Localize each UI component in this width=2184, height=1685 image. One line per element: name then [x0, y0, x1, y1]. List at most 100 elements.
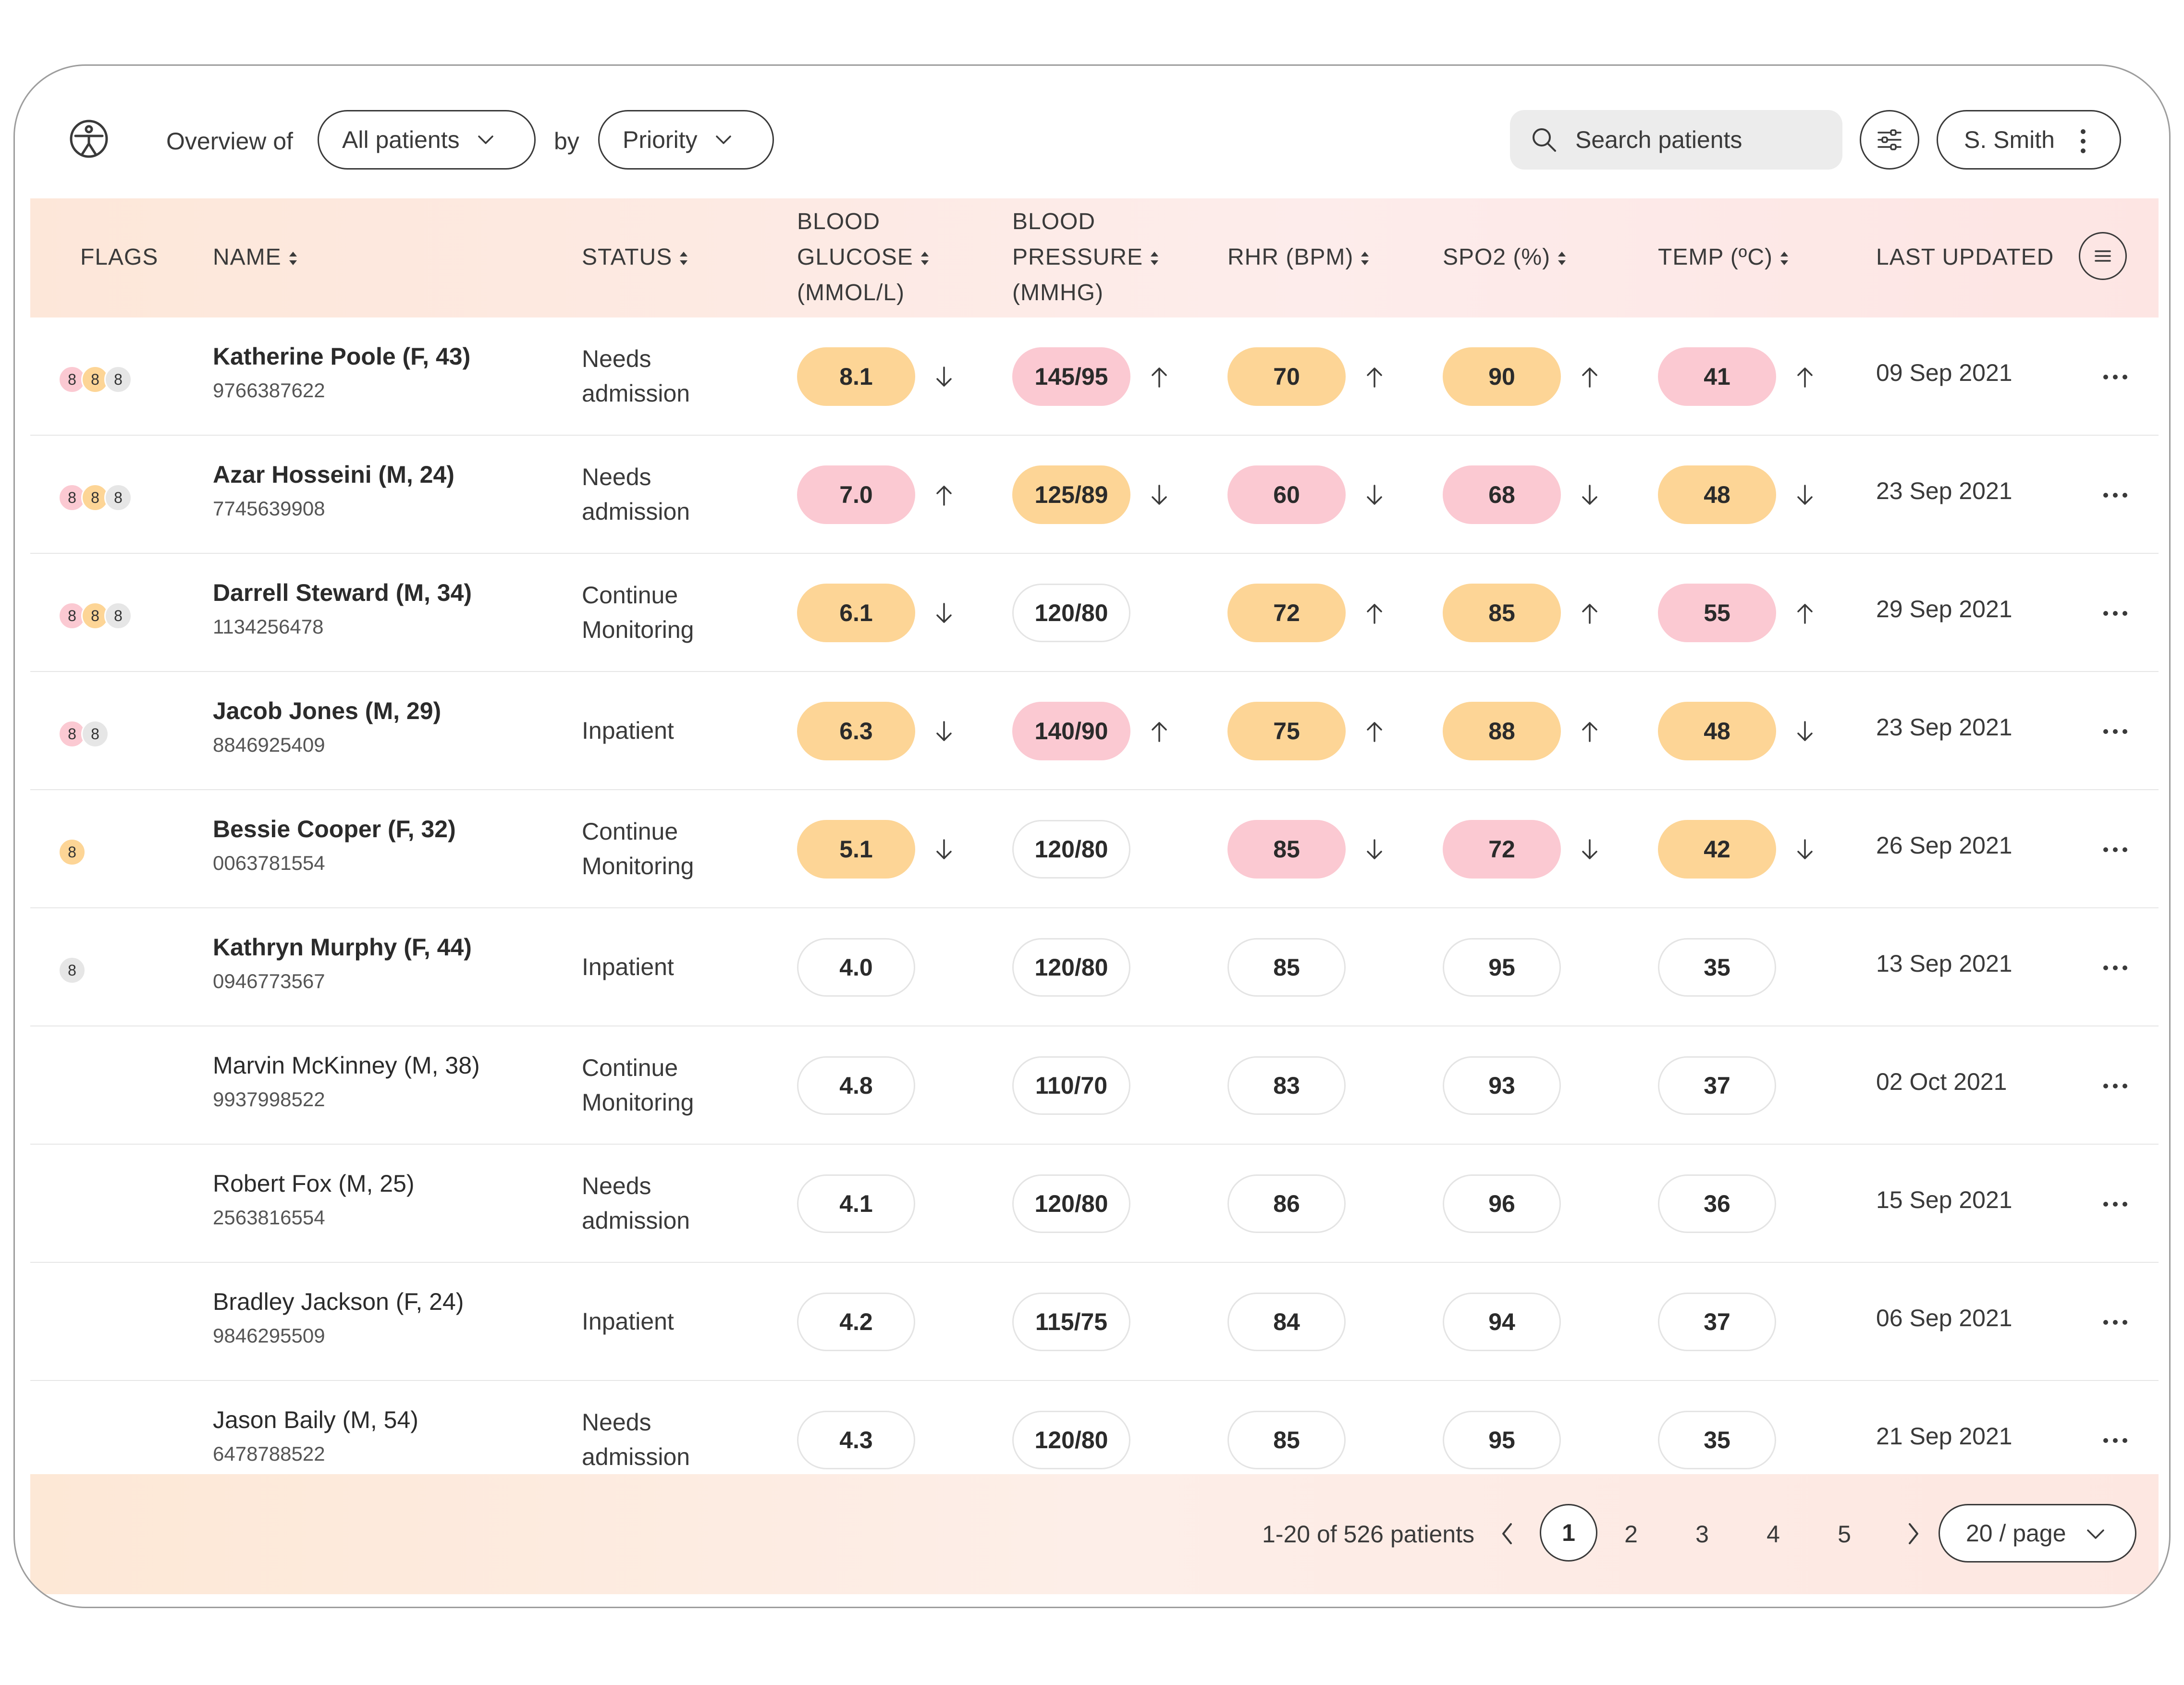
column-header-status[interactable]: STATUS: [582, 240, 689, 275]
status-cell: Needs admission: [582, 1169, 736, 1238]
more-options-icon[interactable]: [2103, 729, 2128, 734]
blood-pressure-value: 120/80: [1012, 1174, 1130, 1233]
flag-badge: 8: [58, 838, 86, 866]
status-text: Needs: [582, 464, 651, 490]
patient-name[interactable]: Jacob Jones (M, 29): [213, 697, 442, 724]
last-updated: 26 Sep 2021: [1876, 832, 2012, 859]
glucose-value: 6.3: [797, 702, 915, 760]
page-button[interactable]: 4: [1767, 1521, 1780, 1548]
table-row[interactable]: 8 Kathryn Murphy (F, 44) 0946773567 Inpatie…: [30, 908, 2159, 1026]
patient-name[interactable]: Bradley Jackson (F, 24): [213, 1288, 464, 1315]
patients-filter-dropdown[interactable]: All patients: [318, 110, 536, 170]
patient-id: 9766387622: [213, 379, 325, 402]
glucose-value: 4.8: [797, 1056, 915, 1115]
sliders-icon: [1877, 129, 1902, 150]
patient-id: 6478788522: [213, 1442, 325, 1465]
trend-down-icon: [1152, 485, 1167, 505]
table-row[interactable]: Bradley Jackson (F, 24) 9846295509 Inpatie…: [30, 1263, 2159, 1381]
patient-name[interactable]: Jason Baily (M, 54): [213, 1406, 418, 1433]
patients-filter-value: All patients: [342, 126, 460, 153]
temp-value: 37: [1658, 1293, 1776, 1351]
patient-name[interactable]: Azar Hosseini (M, 24): [213, 461, 454, 488]
search-placeholder: Search patients: [1575, 126, 1742, 153]
glucose-value: 4.2: [797, 1293, 915, 1351]
app-logo-icon[interactable]: [69, 119, 109, 159]
column-header-spo2[interactable]: SPO2 (%): [1443, 240, 1568, 275]
kebab-menu-icon: [2081, 129, 2086, 153]
chevron-right-icon[interactable]: [1904, 1520, 1923, 1547]
glucose-value: 4.3: [797, 1411, 915, 1469]
page-size-dropdown[interactable]: 20 / page: [1939, 1504, 2136, 1563]
rhr-value: 84: [1227, 1293, 1346, 1351]
column-settings-button[interactable]: [2079, 232, 2127, 280]
sort-icon: [1780, 252, 1788, 266]
more-options-icon[interactable]: [2103, 847, 2128, 853]
more-options-icon[interactable]: [2103, 1201, 2128, 1207]
column-header-rhr[interactable]: RHR (BPM): [1227, 240, 1371, 275]
patient-name[interactable]: Marvin McKinney (M, 38): [213, 1052, 480, 1079]
status-cell: Continue Monitoring: [582, 814, 736, 883]
patient-name[interactable]: Bessie Cooper (F, 32): [213, 816, 456, 842]
status-text: Monitoring: [582, 1089, 694, 1116]
patient-name[interactable]: Robert Fox (M, 25): [213, 1170, 415, 1197]
more-options-icon[interactable]: [2103, 965, 2128, 971]
column-header-flags: FLAGS: [80, 240, 158, 275]
column-header-label: BLOOD: [797, 209, 881, 234]
more-options-icon[interactable]: [2103, 374, 2128, 380]
table-row[interactable]: 8 8 8 Katherine Poole (F, 43) 9766387622 Need…: [30, 317, 2159, 436]
more-options-icon[interactable]: [2103, 611, 2128, 616]
blood-pressure-value: 120/80: [1012, 938, 1130, 997]
column-header-blood-pressure[interactable]: BLOOD PRESSURE (MMHG): [1012, 204, 1160, 311]
search-input[interactable]: Search patients: [1510, 110, 1842, 170]
top-bar: Overview of All patients by Priority Sea…: [15, 66, 2169, 200]
rhr-value: 75: [1227, 702, 1346, 760]
page-button[interactable]: 3: [1695, 1521, 1709, 1548]
table-row[interactable]: Jason Baily (M, 54) 6478788522 Needs admiss…: [30, 1381, 2159, 1499]
page-button[interactable]: 2: [1624, 1521, 1638, 1548]
temp-value: 37: [1658, 1056, 1776, 1115]
patient-id: 2563816554: [213, 1206, 325, 1229]
patient-name[interactable]: Darrell Steward (M, 34): [213, 579, 472, 606]
table-row[interactable]: Marvin McKinney (M, 38) 9937998522 Continu…: [30, 1026, 2159, 1145]
page-button[interactable]: 5: [1838, 1521, 1851, 1548]
patient-id: 9937998522: [213, 1088, 325, 1111]
more-options-icon[interactable]: [2103, 1083, 2128, 1089]
table-row[interactable]: Robert Fox (M, 25) 2563816554 Needs admissi…: [30, 1145, 2159, 1263]
patient-name[interactable]: Kathryn Murphy (F, 44): [213, 934, 472, 961]
column-header-temp[interactable]: TEMP (ºC): [1658, 240, 1790, 275]
more-options-icon[interactable]: [2103, 1438, 2128, 1443]
temp-value: 42: [1658, 820, 1776, 879]
column-header-glucose[interactable]: BLOOD GLUCOSE (MMOL/L): [797, 204, 931, 311]
chevron-left-icon[interactable]: [1497, 1520, 1517, 1547]
status-text: Continue: [582, 1054, 678, 1081]
last-updated: 15 Sep 2021: [1876, 1186, 2012, 1213]
sort-by-dropdown[interactable]: Priority: [598, 110, 774, 170]
status-text: Monitoring: [582, 616, 694, 643]
status-text: admission: [582, 1443, 690, 1470]
table-row[interactable]: 8 8 8 Azar Hosseini (M, 24) 7745639908 Needs a…: [30, 436, 2159, 554]
status-text: admission: [582, 380, 690, 407]
trend-down-icon: [936, 839, 952, 859]
last-updated: 23 Sep 2021: [1876, 714, 2012, 741]
status-cell: Inpatient: [582, 713, 736, 748]
table-row[interactable]: 8 8 Jacob Jones (M, 29) 8846925409 Inpatient…: [30, 672, 2159, 790]
more-options-icon[interactable]: [2103, 1319, 2128, 1325]
status-text: Monitoring: [582, 853, 694, 879]
user-menu-button[interactable]: S. Smith: [1937, 110, 2121, 170]
table-row[interactable]: 8 8 8 Darrell Steward (M, 34) 1134256478 Cont…: [30, 554, 2159, 672]
sort-icon: [920, 252, 929, 266]
hamburger-icon: [2095, 250, 2111, 262]
blood-pressure-value: 120/80: [1012, 584, 1130, 642]
glucose-value: 7.0: [797, 465, 915, 524]
more-options-icon[interactable]: [2103, 492, 2128, 498]
rhr-value: 85: [1227, 1411, 1346, 1469]
column-header-label: RHR (BPM): [1227, 244, 1354, 270]
page-button-current[interactable]: 1: [1540, 1504, 1597, 1562]
table-row[interactable]: 8 Bessie Cooper (F, 32) 0063781554 Continue…: [30, 790, 2159, 908]
column-header-name[interactable]: NAME: [213, 240, 299, 275]
trend-up-icon: [1582, 604, 1597, 624]
patient-name[interactable]: Katherine Poole (F, 43): [213, 343, 471, 370]
sort-icon: [1558, 252, 1566, 266]
filter-settings-button[interactable]: [1860, 110, 1919, 170]
